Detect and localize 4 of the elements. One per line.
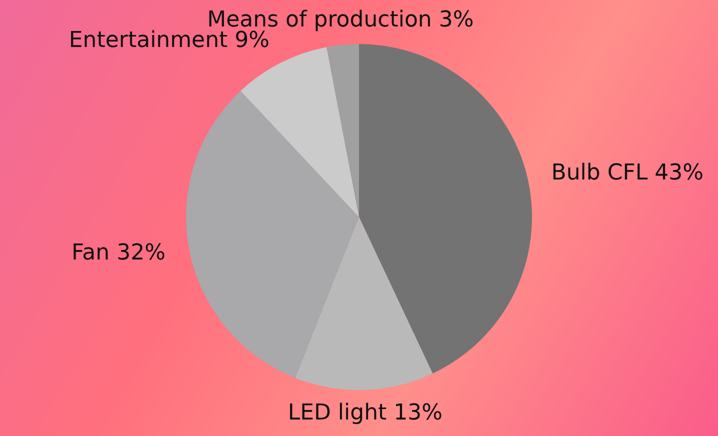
slice-label: Fan 32% <box>72 240 166 266</box>
slice-label: Bulb CFL 43% <box>551 160 704 186</box>
slice-label: LED light 13% <box>288 400 443 426</box>
slice-label: Entertainment 9% <box>68 28 270 54</box>
